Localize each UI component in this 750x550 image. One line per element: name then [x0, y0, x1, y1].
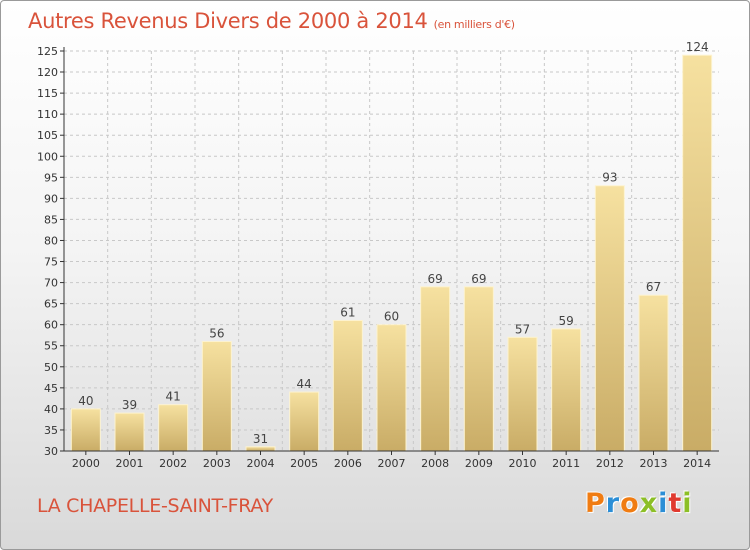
logo-letter: r: [605, 488, 621, 519]
x-tick-label: 2013: [640, 457, 668, 470]
y-tick-label: 105: [37, 129, 58, 142]
x-tick-label: 2007: [378, 457, 406, 470]
y-tick-label: 80: [44, 234, 58, 247]
y-tick-label: 85: [44, 213, 58, 226]
y-tick-label: 90: [44, 192, 58, 205]
bar: [245, 446, 276, 452]
x-tick-label: 2004: [247, 457, 275, 470]
data-label: 60: [384, 310, 399, 324]
logo-letter: x: [639, 488, 659, 519]
x-tick-label: 2012: [596, 457, 624, 470]
y-tick-label: 55: [44, 340, 58, 353]
data-label: 39: [122, 398, 137, 412]
bar: [201, 341, 232, 452]
data-labels: 40 39 41 56 31 44 61 60 69 69 57 59 93 67 124: [78, 40, 708, 446]
x-tick-label: 2008: [421, 457, 449, 470]
y-tick-label: 60: [44, 319, 58, 332]
logo-letter: i: [658, 488, 669, 519]
y-tick-label: 115: [37, 87, 58, 100]
bar: [420, 286, 451, 452]
y-tick-label: 70: [44, 277, 58, 290]
bar: [332, 319, 363, 452]
y-tick-label: 95: [44, 171, 58, 184]
chart-title-main: Autres Revenus Divers de 2000 à 2014: [28, 9, 428, 33]
y-tick-label: 40: [44, 403, 58, 416]
chart-title-unit: (en milliers d'€): [433, 18, 515, 31]
place-name: LA CHAPELLE-SAINT-FRAY: [37, 495, 273, 517]
y-tick-label: 50: [44, 361, 58, 374]
bar: [551, 328, 582, 452]
y-tick-label: 110: [37, 108, 58, 121]
y-tick-label: 35: [44, 424, 58, 437]
bar: [289, 391, 320, 452]
x-tick-label: 2005: [290, 457, 318, 470]
chart-title: Autres Revenus Divers de 2000 à 2014 (en …: [28, 9, 515, 33]
bar: [594, 185, 625, 452]
logo-letter: i: [682, 488, 693, 519]
bar: [158, 404, 189, 452]
bar: [463, 286, 494, 452]
bar: [682, 54, 713, 452]
x-tick-label: 2003: [203, 457, 231, 470]
y-tick-label: 45: [44, 382, 58, 395]
data-label: 41: [166, 390, 181, 404]
data-label: 67: [646, 280, 661, 294]
x-tick-label: 2011: [552, 457, 580, 470]
x-tick-label: 2000: [72, 457, 100, 470]
bar: [114, 412, 145, 452]
data-label: 61: [340, 305, 355, 319]
x-tick-label: 2014: [683, 457, 711, 470]
y-tick-label: 75: [44, 256, 58, 269]
data-label: 124: [686, 40, 709, 54]
data-label: 69: [428, 272, 443, 286]
data-label: 69: [471, 272, 486, 286]
proxiti-logo[interactable]: Proxiti: [585, 488, 693, 519]
data-label: 93: [602, 171, 617, 185]
data-label: 40: [78, 394, 93, 408]
bar: [507, 336, 538, 452]
logo-letter: P: [585, 488, 606, 519]
data-label: 57: [515, 322, 530, 336]
bar: [376, 324, 407, 452]
x-tick-label: 2002: [159, 457, 187, 470]
y-tick-label: 125: [37, 45, 58, 58]
data-label: 59: [559, 314, 574, 328]
bars: [70, 54, 713, 452]
x-tick-label: 2001: [116, 457, 144, 470]
data-label: 44: [297, 377, 312, 391]
axes: 30 35 40 45 50 55 60 65 70 75 80 85 90 95 100 105 110 115…: [37, 45, 719, 470]
y-tick-label: 100: [37, 150, 58, 163]
logo-letter: o: [620, 488, 640, 519]
data-label: 31: [253, 432, 268, 446]
bar: [638, 294, 669, 452]
x-tick-label: 2009: [465, 457, 493, 470]
bar: [70, 408, 101, 452]
y-tick-label: 120: [37, 66, 58, 79]
y-tick-label: 65: [44, 298, 58, 311]
y-tick-label: 30: [44, 445, 58, 458]
x-tick-label: 2010: [509, 457, 537, 470]
x-tick-label: 2006: [334, 457, 362, 470]
logo-letter: t: [668, 488, 683, 519]
data-label: 56: [209, 327, 224, 341]
